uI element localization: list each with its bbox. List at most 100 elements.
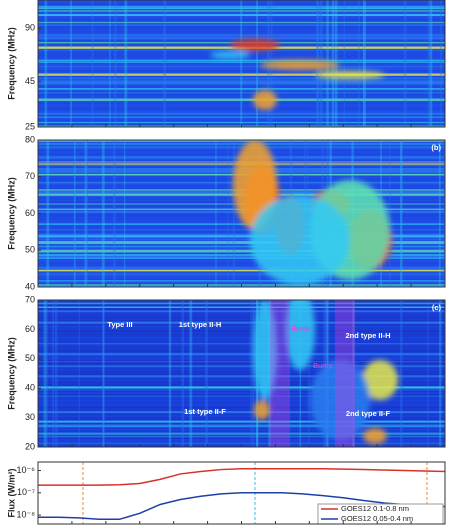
- annotation: 2nd type II-F: [346, 409, 391, 418]
- y-tick-label: 25: [25, 121, 35, 131]
- emission-blob: [363, 428, 387, 444]
- spectrogram-band: [38, 63, 445, 65]
- emission-blob: [253, 90, 277, 110]
- spectrogram-band: [38, 375, 445, 378]
- spectrogram-band: [38, 419, 445, 421]
- y-tick-label: 60: [25, 324, 35, 334]
- spectrogram-band: [38, 378, 445, 381]
- spectrogram-band: [38, 351, 445, 354]
- spectrogram-band: [38, 239, 445, 241]
- spectrogram-band: [38, 275, 445, 277]
- spectrogram-band: [38, 7, 445, 10]
- spectrogram-band: [38, 116, 445, 118]
- spectrogram-streak: [114, 0, 117, 127]
- emission-blob: [210, 51, 250, 59]
- spectrogram-band: [38, 266, 445, 269]
- spectrogram-band: [38, 435, 445, 438]
- spectrogram-streak: [46, 140, 50, 287]
- spectrogram-band: [38, 73, 445, 76]
- y-tick-label: 90: [25, 23, 35, 33]
- spectrogram-streak: [240, 0, 243, 127]
- spectrogram-band: [38, 233, 445, 237]
- emission-blob: [310, 360, 370, 440]
- y-axis-label: Frequency (MHz): [6, 337, 16, 410]
- spectrogram-band: [38, 317, 445, 321]
- spectrogram-streak: [43, 300, 47, 447]
- spectrogram-band: [38, 227, 445, 230]
- legend-label: GOES12 0.1-0.8 nm: [341, 504, 409, 513]
- annotation: Bump: [313, 361, 333, 370]
- spectrogram-band: [38, 336, 445, 340]
- spectrogram-band: [38, 331, 445, 334]
- spectrogram-band: [38, 325, 445, 327]
- y-tick-label: 80: [25, 134, 35, 144]
- spectrogram-band: [38, 69, 445, 73]
- emission-blob: [285, 300, 315, 370]
- spectrogram-band: [38, 95, 445, 97]
- spectrogram-streak: [363, 0, 366, 127]
- spectrogram-streak: [427, 0, 431, 127]
- spectrogram-streak: [44, 0, 48, 127]
- spectrogram-band: [38, 140, 445, 142]
- spectrogram-band: [38, 438, 445, 442]
- spectrogram-band: [38, 368, 445, 370]
- spectrogram-band: [38, 427, 445, 430]
- spectrogram-band: [38, 252, 445, 255]
- spectrogram-band: [38, 365, 445, 368]
- spectrogram-streak: [54, 300, 58, 447]
- spectrogram-streak: [113, 140, 116, 287]
- spectrogram-streak: [124, 0, 128, 127]
- spectrogram-band: [38, 245, 445, 248]
- spectrogram-band: [38, 420, 445, 423]
- spectrogram-band: [38, 416, 445, 418]
- spectrogram-band: [38, 102, 445, 105]
- spectrogram-streak: [78, 300, 80, 447]
- spectrogram-streak: [403, 0, 407, 127]
- spectrogram-band: [38, 21, 445, 24]
- spectrogram-band: [38, 115, 445, 118]
- spectrogram-streak: [181, 300, 185, 447]
- spectrogram-band: [38, 112, 445, 115]
- spectrogram-band: [38, 107, 445, 110]
- spectrogram-band: [38, 50, 445, 52]
- spectrogram-streak: [205, 300, 209, 447]
- spectrogram-band: [38, 356, 445, 359]
- spectrogram-band: [38, 19, 445, 21]
- spectrogram-band: [38, 399, 445, 402]
- spectrogram-band: [38, 278, 445, 280]
- panel: Type III 1st type II-H 1st type II-F 2nd ty…: [6, 294, 446, 451]
- y-tick-label: 45: [25, 76, 35, 86]
- spectrogram-band: [38, 421, 445, 424]
- spectrogram-band: [38, 108, 445, 111]
- y-axis-label: Frequency (MHz): [6, 27, 16, 100]
- spectrogram-band: [38, 300, 445, 302]
- spectrogram-streak: [439, 300, 442, 447]
- spectrogram-band: [38, 411, 445, 414]
- spectrogram-band: [38, 3, 445, 6]
- y-tick-label: 30: [25, 412, 35, 422]
- spectrogram-band: [38, 408, 445, 411]
- spectrogram-band: [38, 389, 445, 391]
- spectrogram-band: [38, 242, 445, 245]
- spectrogram-band: [38, 223, 445, 225]
- spectrogram-band: [38, 106, 445, 108]
- annotation: Type III: [107, 320, 132, 329]
- spectrogram-band: [38, 395, 445, 397]
- spectrogram-streak: [427, 300, 429, 447]
- spectrogram-streak: [429, 0, 433, 127]
- annotation: 1st type II-F: [184, 407, 226, 416]
- spectrogram-band: [38, 328, 445, 331]
- y-axis-label: Frequency (MHz): [6, 177, 16, 250]
- spectrogram-band: [38, 25, 445, 28]
- spectrogram-band: [38, 30, 445, 33]
- spectrogram-band: [38, 5, 445, 9]
- spectrogram-streak: [101, 140, 105, 287]
- spectrogram-streak: [52, 300, 55, 447]
- spectrogram-streak: [74, 140, 76, 287]
- spectrogram-band: [38, 347, 445, 349]
- spectrogram-band: [38, 280, 445, 282]
- spectrogram-band: [38, 371, 445, 374]
- spectrogram-band: [38, 77, 445, 80]
- spectrogram-band: [38, 235, 445, 238]
- emission-blob: [230, 39, 280, 51]
